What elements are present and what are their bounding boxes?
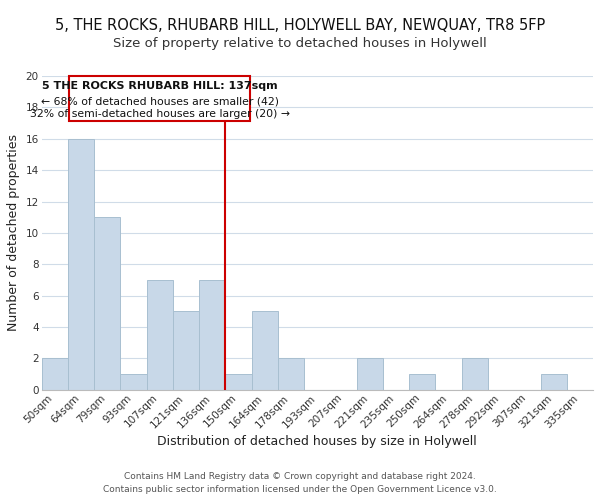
Bar [409, 374, 436, 390]
Bar [146, 280, 173, 390]
Bar [121, 374, 146, 390]
Bar [94, 217, 121, 390]
Bar [199, 280, 226, 390]
Text: Size of property relative to detached houses in Holywell: Size of property relative to detached ho… [113, 38, 487, 51]
Bar [541, 374, 567, 390]
FancyBboxPatch shape [69, 76, 250, 122]
Bar [356, 358, 383, 390]
Bar [173, 312, 199, 390]
Bar [251, 312, 278, 390]
Text: 5, THE ROCKS, RHUBARB HILL, HOLYWELL BAY, NEWQUAY, TR8 5FP: 5, THE ROCKS, RHUBARB HILL, HOLYWELL BAY… [55, 18, 545, 32]
Text: 32% of semi-detached houses are larger (20) →: 32% of semi-detached houses are larger (… [30, 110, 290, 120]
Y-axis label: Number of detached properties: Number of detached properties [7, 134, 20, 332]
Text: 5 THE ROCKS RHUBARB HILL: 137sqm: 5 THE ROCKS RHUBARB HILL: 137sqm [42, 81, 278, 91]
Text: Contains HM Land Registry data © Crown copyright and database right 2024.: Contains HM Land Registry data © Crown c… [124, 472, 476, 481]
Bar [278, 358, 304, 390]
Bar [226, 374, 251, 390]
Text: Contains public sector information licensed under the Open Government Licence v3: Contains public sector information licen… [103, 485, 497, 494]
Bar [462, 358, 488, 390]
X-axis label: Distribution of detached houses by size in Holywell: Distribution of detached houses by size … [157, 435, 477, 448]
Text: ← 68% of detached houses are smaller (42): ← 68% of detached houses are smaller (42… [41, 96, 279, 106]
Bar [68, 138, 94, 390]
Bar [41, 358, 68, 390]
